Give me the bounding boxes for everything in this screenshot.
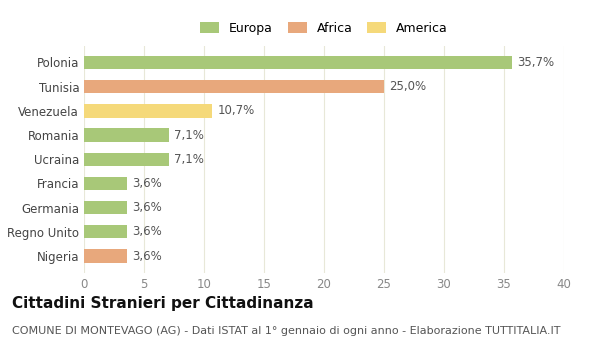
Text: COMUNE DI MONTEVAGO (AG) - Dati ISTAT al 1° gennaio di ogni anno - Elaborazione : COMUNE DI MONTEVAGO (AG) - Dati ISTAT al… [12,326,560,336]
Bar [84,56,512,69]
Bar [84,249,127,262]
Text: 35,7%: 35,7% [517,56,554,69]
Legend: Europa, Africa, America: Europa, Africa, America [200,22,448,35]
Text: 7,1%: 7,1% [174,128,204,141]
Text: 25,0%: 25,0% [389,80,426,93]
Bar [84,80,384,93]
Bar [84,153,169,166]
Text: 3,6%: 3,6% [132,201,162,214]
Bar [84,177,127,190]
Bar [84,128,169,142]
Bar [84,104,212,118]
Text: 3,6%: 3,6% [132,225,162,238]
Text: 10,7%: 10,7% [217,104,254,117]
Text: 3,6%: 3,6% [132,250,162,262]
Bar [84,225,127,238]
Text: 3,6%: 3,6% [132,177,162,190]
Bar [84,201,127,214]
Text: Cittadini Stranieri per Cittadinanza: Cittadini Stranieri per Cittadinanza [12,296,314,311]
Text: 7,1%: 7,1% [174,153,204,166]
